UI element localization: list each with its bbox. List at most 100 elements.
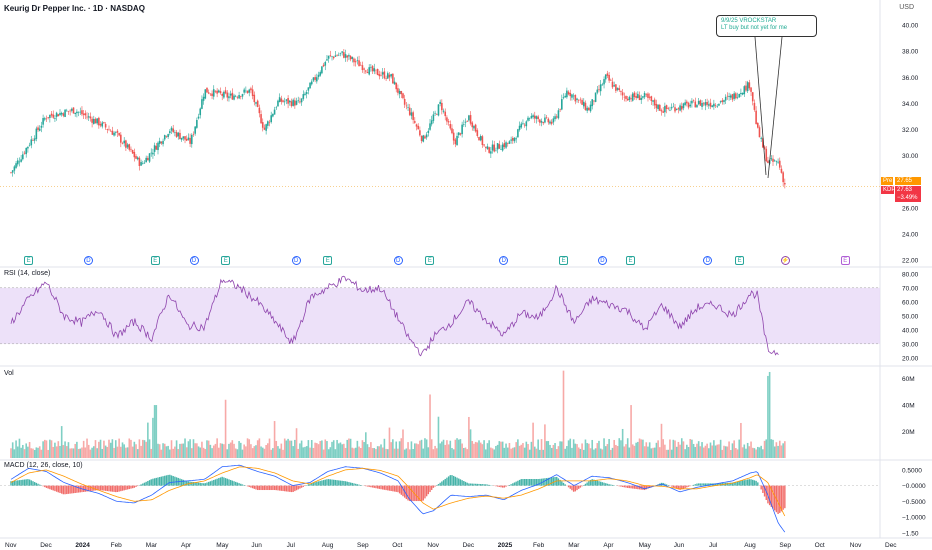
macd-hist-bar-321: [552, 477, 555, 486]
volume-bar-34: [67, 442, 70, 458]
volume-bar-48: [91, 447, 93, 458]
event-marker-7[interactable]: D: [393, 256, 403, 265]
candle-body-58: [108, 129, 110, 131]
macd-hist-bar-242: [419, 485, 421, 502]
volume-bar-294: [506, 447, 509, 458]
volume-bar-241: [417, 444, 419, 458]
macd-hist-bar-58: [108, 485, 110, 492]
candle-body-15: [35, 128, 38, 139]
candle-body-30: [60, 112, 63, 115]
macd-tick-label-1: −0.0000: [902, 483, 926, 490]
volume-bar-109: [194, 443, 196, 458]
macd-label: MACD (12, 26, close, 10): [4, 462, 83, 469]
candle-body-400: [686, 101, 688, 104]
volume-bar-297: [512, 447, 514, 458]
candle-body-127: [224, 90, 227, 94]
candle-body-40: [77, 111, 80, 113]
event-marker-13[interactable]: D: [703, 256, 713, 265]
macd-hist-bar-214: [371, 485, 374, 488]
volume-bar-29: [59, 445, 61, 458]
macd-hist-bar-268: [463, 481, 465, 486]
macd-hist-bar-185: [322, 480, 325, 486]
candle-body-277: [478, 136, 480, 141]
candle-body-239: [414, 121, 416, 123]
candle-body-317: [545, 117, 548, 118]
event-marker-5[interactable]: D: [291, 256, 301, 265]
macd-hist-bar-33: [66, 485, 68, 495]
candle-body-341: [586, 107, 588, 111]
event-marker-8[interactable]: E: [425, 256, 435, 265]
event-marker-12[interactable]: E: [626, 256, 636, 265]
candle-body-96: [172, 128, 175, 133]
candle-body-95: [170, 127, 173, 131]
event-marker-9[interactable]: D: [499, 256, 509, 265]
event-marker-0[interactable]: E: [24, 256, 34, 265]
volume-bar-268: [463, 447, 465, 458]
macd-hist-bar-249: [431, 485, 433, 490]
macd-hist-bar-277: [478, 483, 480, 486]
volume-bar-65: [120, 446, 122, 458]
macd-hist-bar-132: [233, 481, 235, 486]
event-marker-16[interactable]: E: [840, 256, 850, 265]
candle-body-114: [202, 96, 205, 101]
candle-body-153: [268, 121, 271, 123]
candle-body-196: [341, 51, 343, 53]
candle-body-359: [616, 87, 619, 90]
volume-bar-233: [403, 449, 406, 458]
candle-body-245: [424, 136, 426, 139]
candle-body-257: [444, 111, 447, 117]
candle-body-37: [72, 107, 75, 114]
candle-body-19: [42, 118, 44, 125]
macd-hist-bar-397: [681, 485, 683, 490]
event-marker-11[interactable]: D: [597, 256, 607, 265]
event-marker-2[interactable]: E: [150, 256, 160, 265]
candle-body-165: [288, 100, 291, 103]
candle-body-345: [593, 100, 595, 102]
event-marker-15[interactable]: ⚡: [780, 256, 790, 265]
volume-bar-25: [52, 446, 55, 458]
volume-bar-11: [28, 441, 31, 458]
volume-bar-334: [574, 443, 577, 458]
candle-body-79: [143, 162, 146, 164]
volume-bar-362: [621, 428, 624, 458]
candle-body-437: [748, 82, 751, 89]
candle-body-304: [523, 124, 526, 126]
candle-body-91: [163, 135, 166, 140]
volume-bar-240: [415, 443, 418, 458]
candle-body-387: [664, 106, 666, 113]
macd-hist-bar-310: [534, 479, 536, 486]
event-marker-1[interactable]: D: [83, 256, 93, 265]
macd-hist-bar-114: [202, 483, 205, 486]
event-marker-6[interactable]: E: [323, 256, 333, 265]
candle-body-101: [180, 137, 183, 140]
volume-bar-374: [642, 439, 644, 458]
candle-body-46: [87, 116, 90, 118]
macd-hist-bar-308: [530, 479, 533, 486]
volume-bar-261: [451, 447, 453, 458]
macd-hist-bar-429: [735, 481, 737, 486]
volume-bar-309: [532, 422, 534, 458]
event-marker-4[interactable]: E: [221, 256, 231, 265]
macd-hist-bar-295: [508, 484, 511, 486]
macd-hist-bar-10: [27, 479, 29, 486]
macd-hist-bar-404: [692, 484, 695, 486]
candle-body-391: [670, 107, 673, 109]
annotation-callout[interactable]: 9/9/25 VROCKSTAR LT buy but not yet for …: [716, 15, 817, 37]
macd-hist-bar-100: [179, 478, 181, 486]
volume-bar-257: [444, 444, 447, 458]
candle-body-288: [496, 143, 499, 150]
volume-bar-54: [101, 448, 104, 458]
event-marker-14[interactable]: E: [735, 256, 745, 265]
time-tick-label-2: 2024: [75, 542, 90, 549]
volume-bar-428: [733, 440, 735, 458]
event-marker-10[interactable]: E: [559, 256, 569, 265]
macd-hist-bar-150: [263, 485, 266, 491]
volume-bar-280: [483, 440, 485, 458]
volume-bar-325: [559, 441, 561, 458]
candle-body-60: [111, 130, 114, 135]
event-marker-3[interactable]: D: [189, 256, 199, 265]
macd-hist-bar-74: [135, 485, 137, 487]
candle-body-421: [721, 100, 724, 103]
volume-bar-146: [256, 440, 259, 458]
